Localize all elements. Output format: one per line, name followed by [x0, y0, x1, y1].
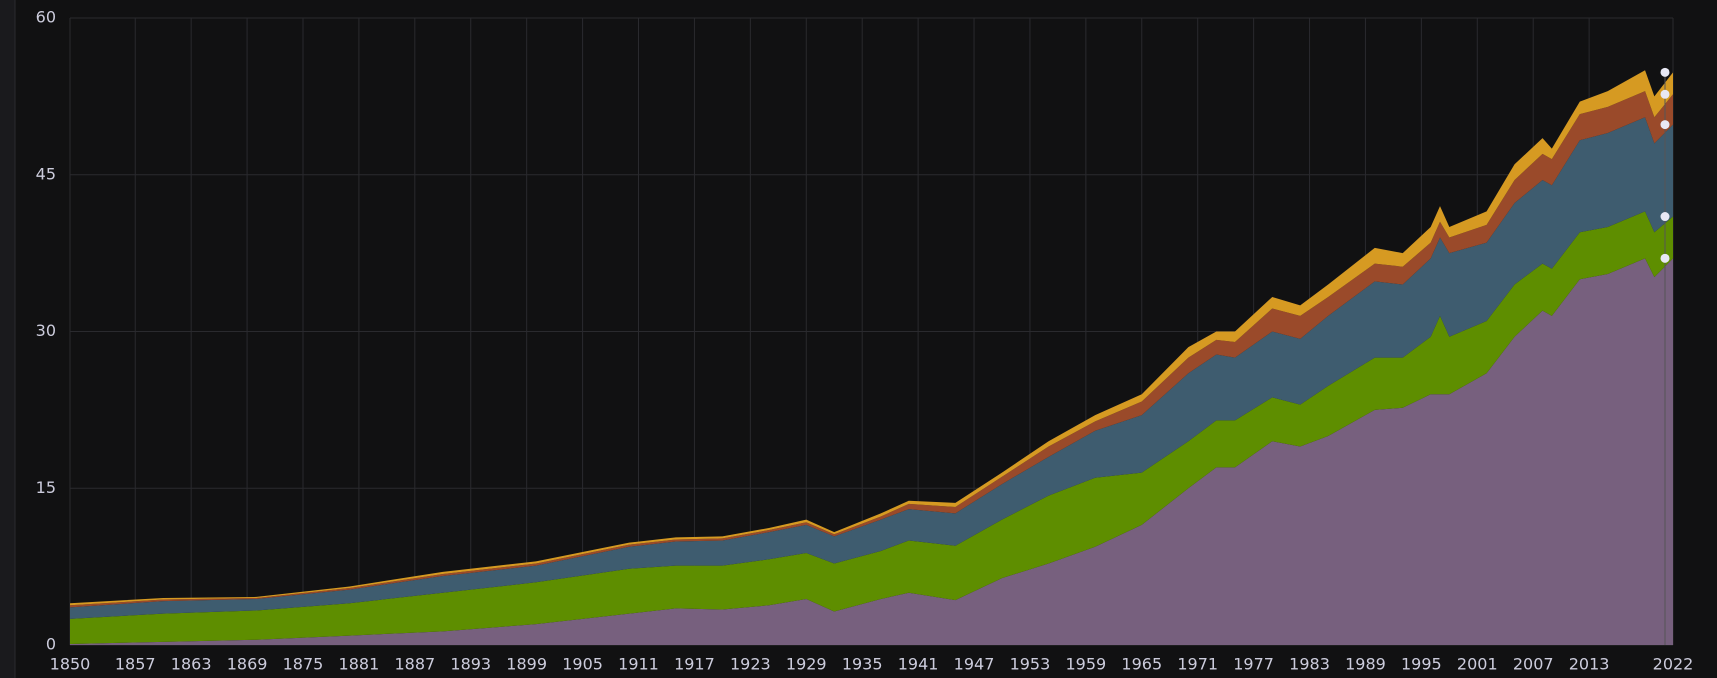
x-tick-label: 1989 — [1345, 655, 1386, 674]
y-tick-label: 30 — [36, 321, 56, 340]
x-tick-label: 1917 — [674, 655, 715, 674]
x-tick-label: 1881 — [339, 655, 380, 674]
hover-point — [1660, 212, 1670, 222]
x-tick-label: 1905 — [562, 655, 603, 674]
x-tick-label: 2022 — [1653, 655, 1694, 674]
y-tick-label: 15 — [36, 478, 56, 497]
x-tick-label: 2001 — [1457, 655, 1498, 674]
x-tick-label: 1857 — [115, 655, 156, 674]
y-tick-label: 0 — [46, 635, 56, 654]
x-tick-label: 1977 — [1233, 655, 1274, 674]
area-series — [70, 211, 1673, 644]
x-tick-label: 1965 — [1121, 655, 1162, 674]
x-tick-label: 1850 — [50, 655, 91, 674]
x-tick-label: 1947 — [954, 655, 995, 674]
x-tick-label: 1959 — [1065, 655, 1106, 674]
x-tick-label: 1953 — [1010, 655, 1051, 674]
hover-point — [1660, 89, 1670, 99]
x-tick-label: 2007 — [1513, 655, 1554, 674]
area-series — [70, 258, 1673, 645]
x-tick-label: 1971 — [1177, 655, 1218, 674]
x-tick-label: 1911 — [618, 655, 659, 674]
x-tick-label: 1899 — [506, 655, 547, 674]
y-tick-label: 45 — [36, 164, 56, 183]
x-tick-label: 1929 — [786, 655, 827, 674]
x-tick-label: 1983 — [1289, 655, 1330, 674]
x-tick-label: 1863 — [171, 655, 212, 674]
x-tick-label: 1941 — [898, 655, 939, 674]
x-tick-label: 1935 — [842, 655, 883, 674]
hover-point — [1660, 253, 1670, 263]
x-tick-label: 1869 — [227, 655, 268, 674]
hover-point — [1660, 67, 1670, 77]
x-tick-label: 2013 — [1569, 655, 1610, 674]
x-tick-label: 1923 — [730, 655, 771, 674]
y-tick-label: 60 — [36, 8, 56, 27]
area-series — [70, 117, 1673, 619]
side-strip — [0, 0, 15, 678]
x-tick-label: 1893 — [450, 655, 491, 674]
x-tick-label: 1887 — [394, 655, 435, 674]
hover-point — [1660, 120, 1670, 130]
x-tick-label: 1875 — [283, 655, 324, 674]
x-tick-label: 1995 — [1401, 655, 1442, 674]
